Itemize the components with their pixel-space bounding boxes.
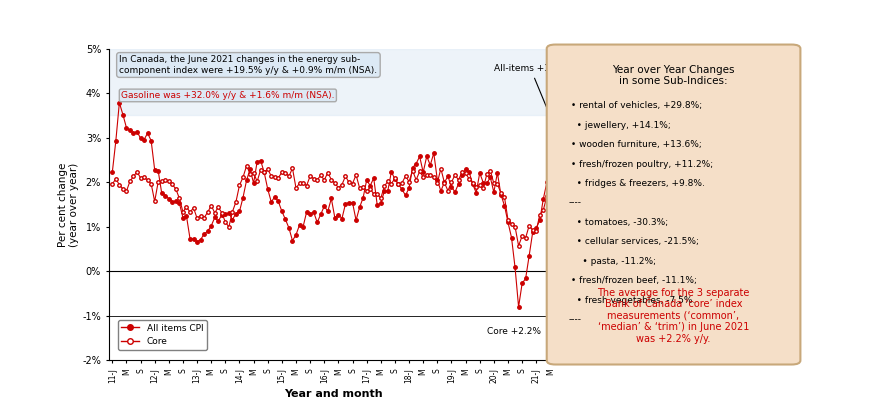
Text: • jewellery, +14.1%;: • jewellery, +14.1%; xyxy=(567,121,671,130)
Text: ----: ---- xyxy=(567,315,580,324)
Text: • tomatoes, -30.3%;: • tomatoes, -30.3%; xyxy=(567,218,668,227)
Text: Year over Year Changes
in some Sub-Indices:: Year over Year Changes in some Sub-Indic… xyxy=(612,65,734,86)
Text: • cellular services, -21.5%;: • cellular services, -21.5%; xyxy=(567,237,699,246)
Text: All-items +3.1%: All-items +3.1% xyxy=(494,64,567,122)
Text: • rental of vehicles, +29.8%;: • rental of vehicles, +29.8%; xyxy=(567,101,702,110)
Y-axis label: Per cent change
(year over year): Per cent change (year over year) xyxy=(58,162,79,247)
Bar xyxy=(109,49,557,115)
Text: • wooden furniture, +13.6%;: • wooden furniture, +13.6%; xyxy=(567,140,701,149)
X-axis label: Year and month: Year and month xyxy=(283,389,382,399)
Text: • fresh vegetables, -7.5%.: • fresh vegetables, -7.5%. xyxy=(567,296,695,305)
Text: In Canada, the June 2021 changes in the energy sub-
component index were +19.5% : In Canada, the June 2021 changes in the … xyxy=(119,55,377,75)
Text: Gasoline was +32.0% y/y & +1.6% m/m (NSA).: Gasoline was +32.0% y/y & +1.6% m/m (NSA… xyxy=(121,91,335,100)
Text: • fresh/frozen poultry, +11.2%;: • fresh/frozen poultry, +11.2%; xyxy=(567,160,713,168)
Legend: All items CPI, Core: All items CPI, Core xyxy=(117,320,207,350)
Text: Core +2.2%: Core +2.2% xyxy=(487,327,541,336)
Text: ----: ---- xyxy=(567,198,580,207)
Text: • pasta, -11.2%;: • pasta, -11.2%; xyxy=(567,257,656,266)
Text: • fridges & freezers, +9.8%.: • fridges & freezers, +9.8%. xyxy=(567,179,705,188)
Text: The average for the 3 separate
Bank of Canada ‘core’ index
measurements (‘common: The average for the 3 separate Bank of C… xyxy=(597,288,749,344)
Text: • fresh/frozen beef, -11.1%;: • fresh/frozen beef, -11.1%; xyxy=(567,276,697,285)
